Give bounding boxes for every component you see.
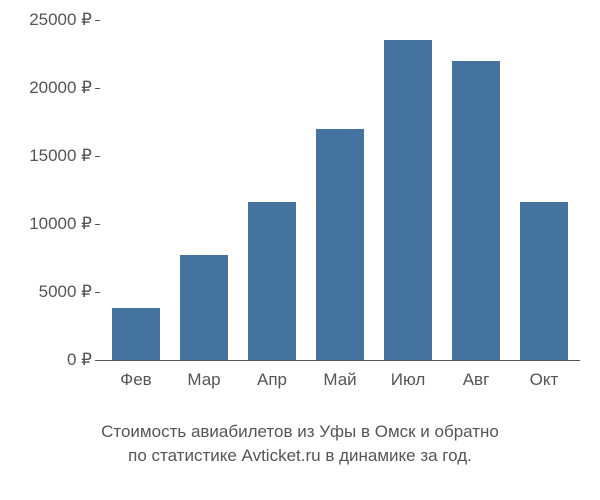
x-tick-label: Фев <box>120 370 151 390</box>
x-tick-label: Июл <box>391 370 426 390</box>
y-tick-label: 15000 ₽ <box>2 146 92 166</box>
x-axis-line <box>100 360 580 361</box>
x-tick-label: Май <box>323 370 356 390</box>
y-tick-label: 20000 ₽ <box>2 78 92 98</box>
bar <box>180 255 228 360</box>
caption-line-2: по статистике Avticket.ru в динамике за … <box>128 446 472 465</box>
bar <box>316 129 364 360</box>
bar <box>112 308 160 360</box>
plot-area <box>100 20 580 360</box>
y-tick-label: 10000 ₽ <box>2 214 92 234</box>
bar <box>520 202 568 360</box>
y-tick-mark <box>95 20 100 21</box>
chart-caption: Стоимость авиабилетов из Уфы в Омск и об… <box>0 420 600 468</box>
chart-container: Стоимость авиабилетов из Уфы в Омск и об… <box>0 0 600 500</box>
x-tick-label: Окт <box>530 370 559 390</box>
x-tick-label: Мар <box>187 370 220 390</box>
bar <box>248 202 296 360</box>
bar <box>384 40 432 360</box>
y-tick-mark <box>95 224 100 225</box>
x-tick-label: Авг <box>463 370 490 390</box>
y-tick-label: 5000 ₽ <box>2 282 92 302</box>
y-tick-mark <box>95 88 100 89</box>
y-tick-mark <box>95 292 100 293</box>
x-tick-label: Апр <box>257 370 287 390</box>
y-tick-label: 0 ₽ <box>2 350 92 370</box>
bar <box>452 61 500 360</box>
caption-line-1: Стоимость авиабилетов из Уфы в Омск и об… <box>101 422 499 441</box>
y-tick-mark <box>95 156 100 157</box>
y-tick-label: 25000 ₽ <box>2 10 92 30</box>
